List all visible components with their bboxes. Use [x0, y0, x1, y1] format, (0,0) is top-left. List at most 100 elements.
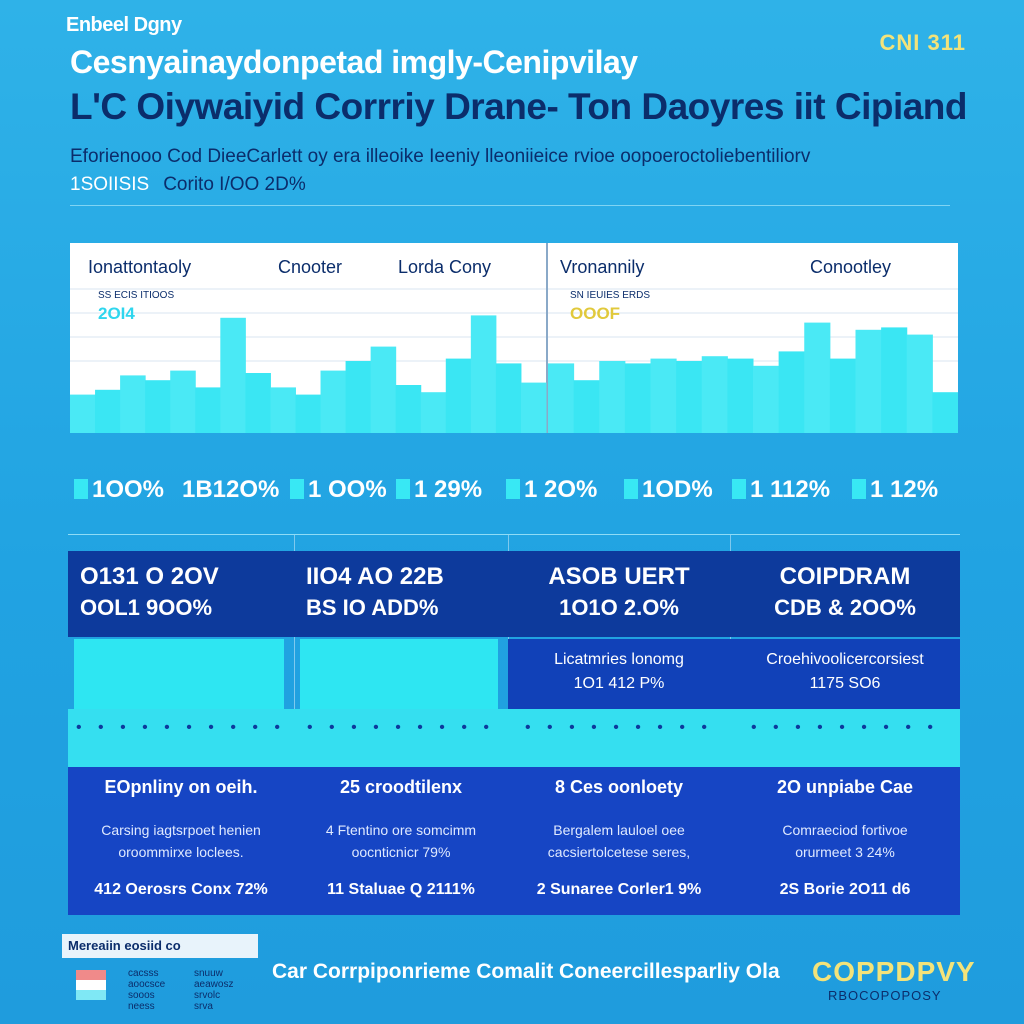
chart-1-bar [295, 394, 322, 433]
chart-1-bar [170, 370, 196, 433]
card-lower-foot: 412 Oerosrs Conx 72% [94, 881, 268, 898]
card-lower-desc: Comraeciod fortivoe [782, 822, 908, 838]
legend-item: srva [194, 1001, 213, 1012]
chart-2-header-1: Vronannily [560, 257, 644, 277]
page-title-secondary: L'C Oiywaiyid Corrriy Drane- Ton Daoyres… [70, 86, 968, 127]
chart-1-bar [120, 375, 146, 433]
bar-chart: Ionattontaoly Cnooter Lorda Cony SS ECIS… [70, 243, 958, 433]
card-lower [294, 767, 508, 915]
top-label: Enbeel Dgny [66, 14, 182, 36]
card-heading: IIO4 AO 22B [306, 563, 444, 590]
chart-1-bar [370, 346, 397, 433]
chart-1-bar [395, 385, 422, 433]
card-lower-title: 8 Ces oonloety [554, 777, 684, 797]
card-heading: COIPDRAM [779, 563, 911, 590]
card-lower-title: EOpnliny on oeih. [104, 777, 258, 797]
legend-item: snuuw [194, 968, 223, 979]
chart-1-bar [145, 380, 171, 433]
chart-1-bar [70, 394, 96, 433]
legend: Mereaiin eosiid co cacsss aoocsce sooos … [62, 934, 258, 1014]
card-subheading: BS IO ADD% [306, 595, 439, 620]
chart-2-header-2: Conootley [810, 257, 891, 277]
card-lower-desc: Carsing iagtsrpoet henien [101, 822, 261, 838]
stat-card-3: ASOB UERT 1O1O 2.O% Licatmries lonomg 1O… [508, 535, 731, 915]
card-lower-title: 25 croodtilenx [339, 777, 463, 797]
corner-badge: CNI 311 [879, 30, 966, 55]
chart-1-caption: SS ECIS ITIOOS [98, 290, 174, 301]
legend-item: sooos [128, 990, 155, 1001]
card-band [508, 709, 730, 767]
percent-item: 1OO% [74, 476, 164, 504]
card-header: ASOB UERT 1O1O 2.O% [508, 551, 730, 637]
card-metric-value: 1175 SO6 [809, 675, 881, 692]
chart-2-value-label: OOOF [570, 304, 620, 323]
percent-item: 1 112% [732, 476, 830, 504]
percent-row: 1OO% 1B12O% 1 OO% 1 29% 1 2O% 1OD% 1 112… [70, 476, 960, 510]
chart-1-bar [320, 370, 347, 433]
percent-item: 1 2O% [506, 476, 597, 504]
chart-1-header-2: Cnooter [278, 257, 342, 277]
percent-item: 1 12% [852, 476, 938, 504]
card-lower [508, 767, 730, 915]
percent-item: 1OD% [624, 476, 713, 504]
card-metric-label: Croehivoolicercorsiest [766, 651, 924, 668]
legend-swatch-white [76, 980, 106, 990]
card-dot-row: • • • • • • • • • [751, 719, 939, 736]
chart-1-bar [420, 392, 447, 433]
card-metric: Croehivoolicercorsiest 1175 SO6 [730, 639, 960, 709]
chart-2-bar [599, 361, 626, 433]
divider [70, 205, 950, 206]
chart-2-bar [881, 327, 908, 433]
legend-swatch-red [76, 970, 106, 980]
chart-1-bar [470, 315, 497, 433]
chart-2-bar [701, 356, 728, 433]
card-metric-value: 1O1 412 P% [573, 675, 665, 692]
stat-card-2: IIO4 AO 22B BS IO ADD% • • • • • • • • •… [294, 535, 509, 915]
card-heading: O131 O 2OV [80, 563, 219, 590]
chart-1-bar [345, 361, 372, 433]
card-lower-desc: oocnticnicr 79% [351, 844, 451, 860]
bar-chart-panel: Ionattontaoly Cnooter Lorda Cony SS ECIS… [70, 243, 958, 433]
card-lower-foot: 2S Borie 2O11 d6 [779, 881, 911, 898]
brand-logo: COPPDPVY [812, 956, 976, 987]
card-lower-desc: 4 Ftentino ore somcimm [325, 822, 477, 838]
card-subheading: OOL1 9OO% [80, 595, 213, 620]
card-band [294, 709, 508, 767]
card-dot-row: • • • • • • • • • [525, 719, 713, 736]
subline-number: 1SOIISIS [70, 174, 150, 195]
percent-item: 1B12O% [182, 476, 280, 503]
card-dot-row: • • • • • • • • • [307, 719, 495, 736]
legend-swatch [76, 970, 106, 1000]
page-title: Cesnyainaydonpetad imgly-Cenipvilay [70, 44, 638, 80]
chart-2-bar [906, 334, 933, 433]
card-subheading: CDB & 2OO% [774, 595, 916, 620]
chart-1-header-1: Ionattontaoly [88, 257, 191, 277]
chart-2-bar [778, 351, 805, 433]
card-lower [68, 767, 294, 915]
subline-text: Corito I/OO 2D% [163, 174, 306, 195]
chart-1-bar [270, 387, 296, 433]
card-lower-desc: oroommirxe loclees. [118, 844, 244, 860]
card-header: IIO4 AO 22B BS IO ADD% [294, 551, 508, 637]
card-lower-desc: Bergalem lauloel oee [553, 822, 685, 838]
chart-1-bar [495, 363, 522, 433]
footer-text: Car Corrpiponrieme Comalit Coneercillesp… [272, 960, 780, 983]
chart-2-bar [829, 358, 856, 433]
stat-card-1: O131 O 2OV OOL1 9OO% • • • • • • • • • •… [68, 535, 295, 915]
card-lower-foot: 11 Staluae Q 2111% [327, 881, 475, 898]
chart-1-bar [445, 358, 472, 433]
legend-item: cacsss [128, 968, 159, 979]
chart-2-bar [727, 358, 754, 433]
card-header: O131 O 2OV OOL1 9OO% [68, 551, 294, 637]
stat-cards: O131 O 2OV OOL1 9OO% • • • • • • • • • •… [68, 534, 960, 915]
chart-2-bar [548, 363, 575, 433]
chart-1-bar [245, 373, 271, 433]
page-subtitle: Eforienooo Cod DieeCarlett oy era illeoi… [70, 146, 811, 167]
legend-item: srvolc [194, 990, 221, 1001]
card-heading: ASOB UERT [548, 563, 690, 590]
legend-col-2: snuuw aeawosz srvolc srva [194, 968, 233, 1012]
card-lower-desc: orurmeet 3 24% [795, 844, 895, 860]
chart-2-bar [573, 380, 600, 433]
chart-2-caption: SN IEUIES ERDS [570, 290, 650, 301]
chart-2-bar [855, 329, 882, 433]
